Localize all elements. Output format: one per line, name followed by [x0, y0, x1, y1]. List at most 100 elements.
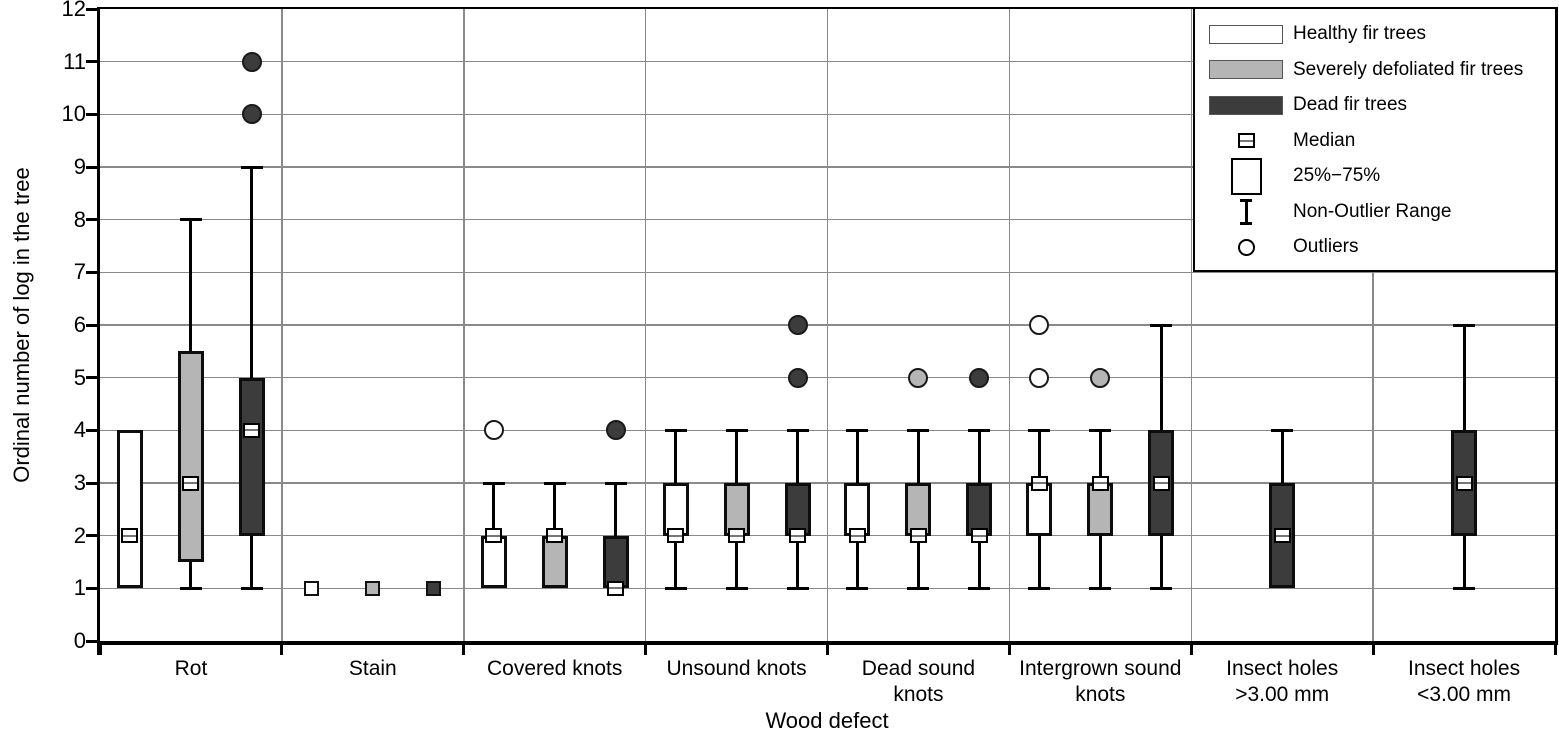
upper-whisker	[977, 430, 981, 483]
median-marker	[728, 528, 746, 544]
y-tick-label: 9	[73, 154, 86, 179]
y-axis-tick	[85, 586, 97, 590]
lower-whisker-cap	[240, 586, 263, 590]
x-axis-tick	[826, 644, 829, 655]
upper-whisker	[1037, 430, 1041, 483]
x-axis-tick	[644, 644, 648, 655]
x-axis-tick	[462, 644, 466, 655]
lower-whisker	[1462, 535, 1466, 589]
y-axis-tick	[85, 165, 97, 169]
median-line	[972, 534, 986, 537]
category-label: Insect holes <3.00 mm	[1408, 657, 1521, 706]
median-line	[730, 534, 744, 537]
x-axis-title: Wood defect	[765, 708, 889, 733]
box-iqr	[1087, 483, 1114, 536]
outlier-point	[1029, 315, 1050, 335]
category-label: Stain	[348, 657, 397, 680]
legend-label: Healthy fir trees	[1293, 23, 1427, 45]
y-axis-tick	[85, 323, 97, 327]
y-tick-label: 0	[73, 628, 86, 653]
outlier-point	[241, 104, 262, 125]
upper-whisker	[492, 483, 496, 536]
y-tick-label: 6	[73, 312, 86, 337]
category-separator	[1372, 9, 1374, 641]
legend-label: Severely defoliated fir trees	[1293, 58, 1524, 80]
category-label: Insect holes >3.00 mm	[1226, 657, 1339, 706]
lower-whisker-cap	[968, 586, 991, 590]
legend-swatch	[1209, 60, 1283, 80]
lower-whisker	[735, 535, 739, 589]
legend-item: Outliers	[1207, 230, 1555, 266]
upper-whisker	[189, 219, 193, 352]
lower-whisker-cap	[725, 586, 748, 590]
legend-label: Non-Outlier Range	[1293, 200, 1452, 222]
upper-whisker	[796, 430, 800, 483]
outlier-circle-icon	[1237, 238, 1255, 256]
median-marker	[970, 528, 988, 544]
category-separator	[281, 9, 283, 641]
upper-whisker	[553, 483, 557, 536]
y-tick-label: 7	[73, 259, 86, 285]
upper-whisker	[1280, 430, 1284, 483]
median-marker	[546, 528, 564, 544]
outlier-point	[969, 367, 990, 388]
lower-whisker-cap	[907, 586, 930, 590]
outlier-point	[908, 367, 929, 388]
legend-item: Dead fir trees	[1207, 88, 1555, 124]
y-axis-tick	[85, 481, 97, 485]
lower-whisker-cap	[664, 586, 687, 590]
category-label: Rot	[174, 657, 208, 680]
degenerate-box	[365, 580, 381, 596]
outlier-point	[605, 420, 626, 441]
median-line	[1093, 482, 1107, 484]
whisker-cap-top	[1240, 198, 1252, 202]
legend-label: Dead fir trees	[1293, 94, 1408, 116]
y-axis-tick	[85, 218, 97, 222]
whisker-cap-bottom	[1240, 221, 1252, 225]
lower-whisker-cap	[786, 586, 809, 590]
legend-item: Median	[1207, 123, 1555, 159]
category-label: Unsound knots	[666, 657, 807, 680]
upper-whisker-cap	[907, 428, 930, 432]
median-marker	[182, 475, 200, 491]
x-axis-tick	[1007, 644, 1011, 655]
plot-top-border	[96, 6, 1558, 9]
outlier-point	[1029, 367, 1050, 388]
box-iqr	[541, 535, 568, 589]
lower-whisker	[250, 535, 254, 589]
median-marker	[485, 528, 503, 544]
lower-whisker-cap	[1453, 586, 1476, 590]
legend-swatch	[1209, 24, 1283, 44]
lower-whisker	[189, 562, 193, 589]
median-marker	[121, 528, 139, 544]
x-axis-tick	[1189, 644, 1193, 655]
median-marker	[667, 528, 685, 544]
upper-whisker-cap	[968, 428, 991, 432]
median-line	[1239, 139, 1253, 142]
upper-whisker	[1098, 430, 1102, 483]
upper-whisker-cap	[1453, 323, 1476, 327]
y-axis-tick	[85, 270, 97, 274]
y-tick-label: 8	[73, 206, 86, 232]
median-line	[1457, 482, 1471, 484]
outlier-point	[483, 420, 504, 441]
median-marker	[607, 580, 625, 596]
y-axis-tick	[85, 428, 97, 432]
outlier-point	[787, 367, 808, 388]
upper-whisker-cap	[179, 218, 202, 222]
y-tick-label: 10	[61, 101, 86, 127]
y-axis-tick	[85, 376, 97, 380]
lower-whisker	[796, 535, 800, 589]
y-tick-label: 4	[73, 417, 86, 443]
x-axis-tick	[1371, 644, 1375, 655]
y-axis-line	[96, 6, 100, 655]
median-line	[791, 534, 805, 537]
category-label: Dead sound knots	[861, 657, 976, 706]
box-iqr	[480, 535, 507, 589]
outlier-point	[241, 51, 262, 72]
x-axis-line	[96, 641, 1558, 645]
legend-symbol-cell	[1207, 198, 1285, 225]
lower-whisker-cap	[1089, 586, 1112, 590]
category-separator	[1008, 9, 1011, 641]
